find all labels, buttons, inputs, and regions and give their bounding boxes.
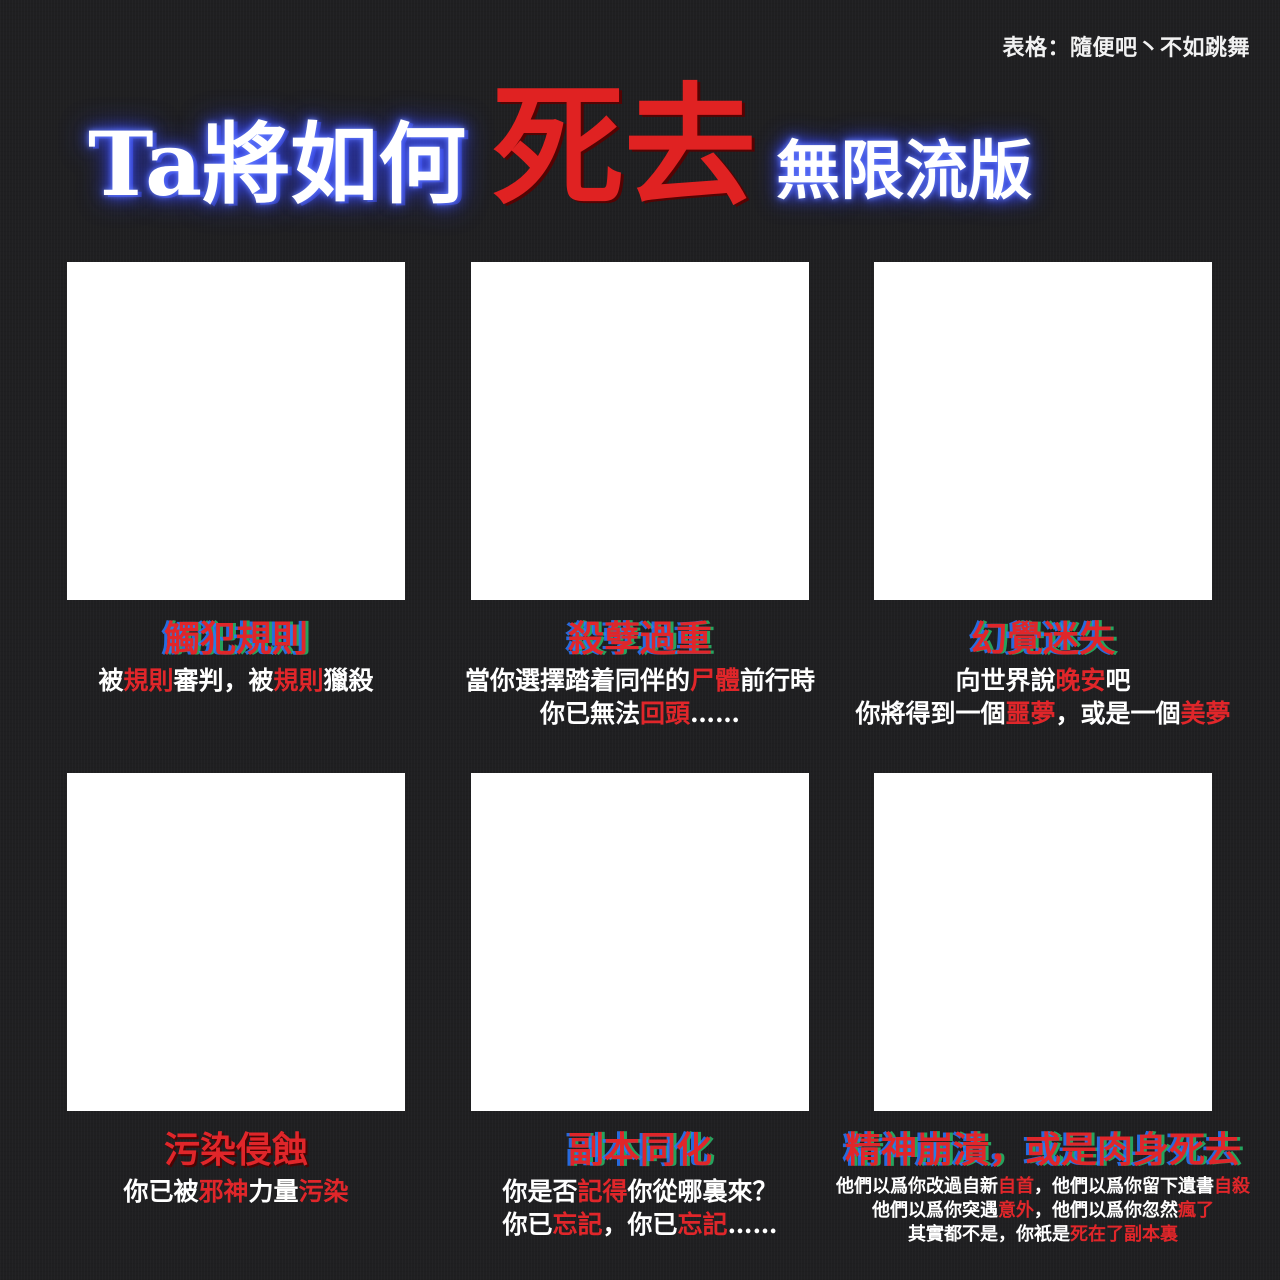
caption-text: 他們以爲你突遇 — [872, 1200, 998, 1221]
caption-line: 他們以爲你突遇意外，他們以爲你忽然瘋了 — [813, 1199, 1273, 1223]
caption-highlight: 死在了副本裏 — [1070, 1224, 1178, 1245]
cell-title-2: 殺孽過重 — [567, 618, 712, 660]
cell-caption-4: 你已被邪神力量污染 — [16, 1175, 456, 1208]
caption-line: 你已無法回頭…… — [420, 697, 860, 730]
page-title: Ta將如何 死去 無限流版 — [88, 62, 1032, 222]
caption-highlight: 忘記 — [552, 1210, 603, 1239]
caption-text: 你已無法 — [539, 699, 640, 728]
credit-text: 表格：隨便吧丶不如跳舞 — [1002, 35, 1250, 61]
image-slot-2[interactable] — [471, 262, 809, 600]
caption-highlight: 尸體 — [689, 666, 740, 695]
cell-caption-3: 向世界說晚安吧 你將得到一個噩夢，或是一個美夢 — [823, 664, 1263, 730]
caption-highlight: 污染 — [298, 1177, 349, 1206]
caption-text: 審判，被 — [173, 666, 274, 695]
cell-caption-1: 被規則審判，被規則獵殺 — [16, 664, 456, 697]
caption-line: 你已忘記，你已忘記…… — [420, 1208, 860, 1241]
caption-text: 被 — [98, 666, 124, 695]
image-slot-5[interactable] — [471, 773, 809, 1111]
caption-line: 被規則審判，被規則獵殺 — [16, 664, 456, 697]
caption-text: ，或是一個 — [1055, 699, 1181, 728]
caption-text: 你是否 — [502, 1177, 578, 1206]
caption-highlight: 自殺 — [1214, 1176, 1250, 1197]
cell-6: 精神崩潰，或是肉身死去 他們以爲你改過自新自首，他們以爲你留下遺書自殺他們以爲你… — [836, 773, 1250, 1247]
caption-text: 你將得到一個 — [855, 699, 1006, 728]
caption-line: 你將得到一個噩夢，或是一個美夢 — [823, 697, 1263, 730]
caption-highlight: 回頭 — [640, 699, 691, 728]
caption-text: 當你選擇踏着同伴的 — [464, 666, 690, 695]
caption-text: ，你已 — [602, 1210, 678, 1239]
cell-3: 幻覺迷失 向世界說晚安吧你將得到一個噩夢，或是一個美夢 — [855, 262, 1231, 730]
title-part-1: Ta將如何 — [88, 112, 467, 216]
caption-text: …… — [727, 1210, 778, 1239]
cell-4: 污染侵蝕 你已被邪神力量污染 — [67, 773, 405, 1208]
caption-line: 你是否記得你從哪裏來？ — [420, 1175, 860, 1208]
caption-highlight: 噩夢 — [1005, 699, 1056, 728]
caption-text: ，他們以爲你留下遺書 — [1034, 1176, 1214, 1197]
cell-caption-2: 當你選擇踏着同伴的尸體前行時 你已無法回頭…… — [420, 664, 860, 730]
caption-highlight: 意外 — [998, 1200, 1034, 1221]
cell-caption-6: 他們以爲你改過自新自首，他們以爲你留下遺書自殺 他們以爲你突遇意外，他們以爲你忽然… — [813, 1175, 1273, 1247]
caption-text: 你已 — [502, 1210, 553, 1239]
caption-highlight: 晚安 — [1055, 666, 1106, 695]
caption-highlight: 記得 — [577, 1177, 628, 1206]
cell-title-3: 幻覺迷失 — [970, 618, 1115, 660]
cell-title-4: 污染侵蝕 — [163, 1129, 308, 1171]
caption-text: 力量 — [248, 1177, 299, 1206]
caption-highlight: 邪神 — [198, 1177, 249, 1206]
caption-line: 你已被邪神力量污染 — [16, 1175, 456, 1208]
caption-highlight: 規則 — [123, 666, 174, 695]
image-slot-4[interactable] — [67, 773, 405, 1111]
caption-text: …… — [690, 699, 741, 728]
caption-highlight: 規則 — [273, 666, 324, 695]
cell-5: 副本同化 你是否記得你從哪裏來？ 你已忘記，你已忘記…… — [471, 773, 809, 1241]
caption-text: 獵殺 — [323, 666, 374, 695]
caption-text: 其實都不是，你衹是 — [908, 1224, 1070, 1245]
image-slot-1[interactable] — [67, 262, 405, 600]
caption-highlight: 美夢 — [1180, 699, 1231, 728]
caption-text: 前行時 — [740, 666, 816, 695]
caption-text: 你從哪裏來？ — [627, 1177, 778, 1206]
caption-highlight: 忘記 — [677, 1210, 728, 1239]
caption-text: 你已被 — [123, 1177, 199, 1206]
caption-line: 當你選擇踏着同伴的尸體前行時 — [420, 664, 860, 697]
cell-caption-5: 你是否記得你從哪裏來？ 你已忘記，你已忘記…… — [420, 1175, 860, 1241]
caption-highlight: 自首 — [998, 1176, 1034, 1197]
cell-2: 殺孽過重 當你選擇踏着同伴的尸體前行時你已無法回頭…… — [465, 262, 815, 730]
title-part-2: 死去 — [492, 70, 757, 225]
caption-text: 吧 — [1105, 666, 1131, 695]
caption-text: 他們以爲你改過自新 — [836, 1176, 998, 1197]
caption-line: 其實都不是，你衹是死在了副本裏 — [813, 1223, 1273, 1247]
caption-line: 向世界說晚安吧 — [823, 664, 1263, 697]
caption-line: 他們以爲你改過自新自首，他們以爲你留下遺書自殺 — [813, 1175, 1273, 1199]
title-part-3: 無限流版 — [776, 134, 1033, 209]
cell-title-1: 觸犯規則 — [163, 618, 308, 660]
cell-title-5: 副本同化 — [567, 1129, 712, 1171]
image-slot-6[interactable] — [874, 773, 1212, 1111]
cell-title-6: 精神崩潰，或是肉身死去 — [844, 1129, 1241, 1171]
cell-1: 觸犯規則 被規則審判，被規則獵殺 — [67, 262, 405, 697]
image-slot-3[interactable] — [874, 262, 1212, 600]
caption-text: 向世界說 — [955, 666, 1056, 695]
caption-text: ，他們以爲你忽然 — [1034, 1200, 1178, 1221]
caption-highlight: 瘋了 — [1178, 1200, 1214, 1221]
